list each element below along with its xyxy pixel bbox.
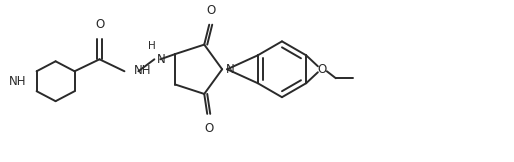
Text: NH: NH xyxy=(134,64,151,77)
Text: O: O xyxy=(95,18,104,31)
Text: O: O xyxy=(317,63,326,76)
Text: O: O xyxy=(205,122,214,135)
Text: O: O xyxy=(207,4,216,17)
Text: NH: NH xyxy=(9,75,27,88)
Text: N: N xyxy=(226,63,235,76)
Text: N: N xyxy=(157,53,166,66)
Text: H: H xyxy=(149,41,156,51)
